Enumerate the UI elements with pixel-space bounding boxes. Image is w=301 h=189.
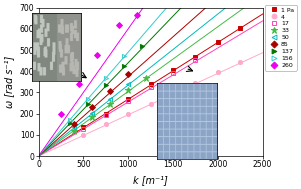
Y-axis label: ω [rad s⁻¹]: ω [rad s⁻¹] xyxy=(4,56,14,108)
Legend: 1 Pa, 4, 17, 33, 50, 85, 137, 156, 260: 1 Pa, 4, 17, 33, 50, 85, 137, 156, 260 xyxy=(265,5,297,70)
X-axis label: k [m⁻¹]: k [m⁻¹] xyxy=(133,175,168,185)
